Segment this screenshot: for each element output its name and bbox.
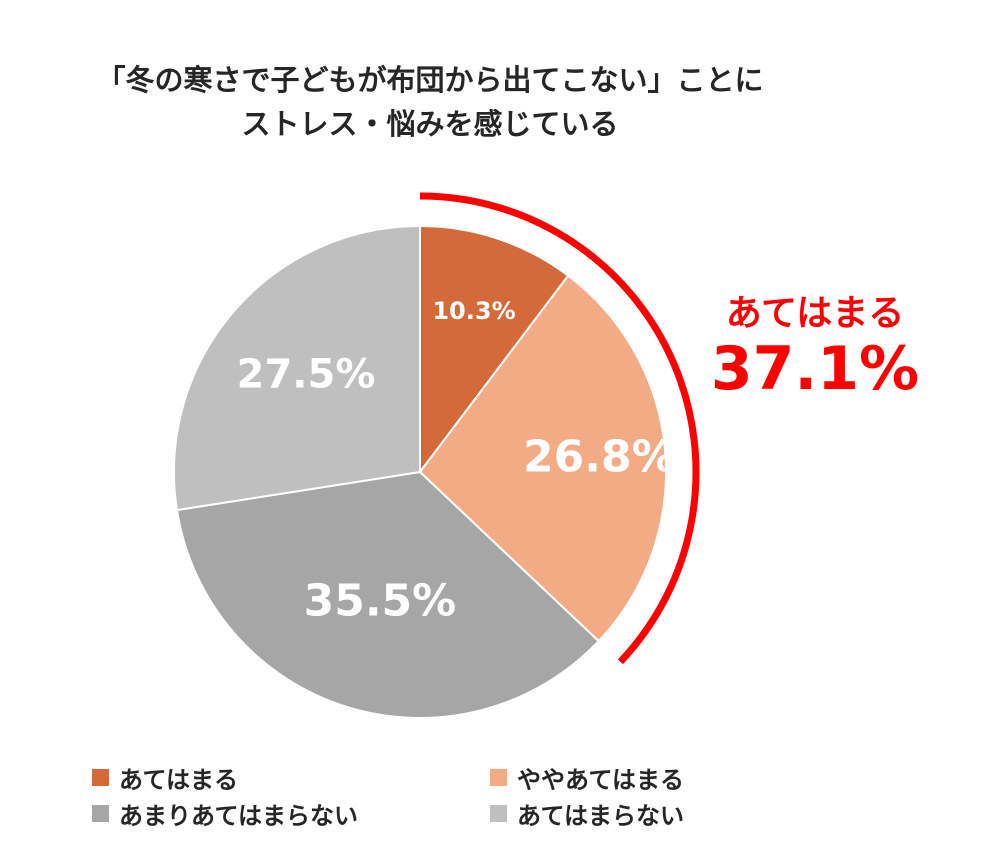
chart-title-line1: 「冬の寒さで子どもが布団から出てこない」ことに xyxy=(96,63,764,97)
pie-slice-2 xyxy=(418,274,667,643)
highlight-label: あてはまる xyxy=(725,293,905,334)
slice-label-4: 27.5% xyxy=(237,351,376,397)
slice-label-3: 35.5% xyxy=(304,575,457,626)
highlight-value: 37.1% xyxy=(710,334,920,404)
legend-item-4: あてはまらない xyxy=(490,798,685,830)
pie-slice-4 xyxy=(173,224,421,512)
legend-label: ややあてはまる xyxy=(517,765,685,794)
pie-slice-1 xyxy=(419,224,570,475)
legend-swatch xyxy=(92,804,109,822)
legend-swatch xyxy=(92,768,109,786)
legend-item-2: ややあてはまる xyxy=(490,762,685,794)
legend-label: あてはまらない xyxy=(517,801,685,830)
pie-slice-3 xyxy=(175,470,601,719)
legend-item-1: あてはまる xyxy=(92,762,239,794)
chart-title-line2: ストレス・悩みを感じている xyxy=(241,107,619,141)
legend-swatch xyxy=(490,804,507,822)
chart-title: 「冬の寒さで子どもが布団から出てこない」ことに ストレス・悩みを感じている xyxy=(0,58,860,146)
slice-label-2: 26.8% xyxy=(523,432,676,483)
slice-label-1: 10.3% xyxy=(432,297,515,325)
legend-swatch xyxy=(490,768,507,786)
legend-label: あまりあてはまらない xyxy=(119,801,359,830)
legend-item-3: あまりあてはまらない xyxy=(92,798,359,830)
chart-legend: あてはまる ややあてはまるあまりあてはまらない あてはまらない xyxy=(0,762,995,832)
highlight-arc xyxy=(419,192,700,665)
legend-label: あてはまる xyxy=(119,765,239,794)
